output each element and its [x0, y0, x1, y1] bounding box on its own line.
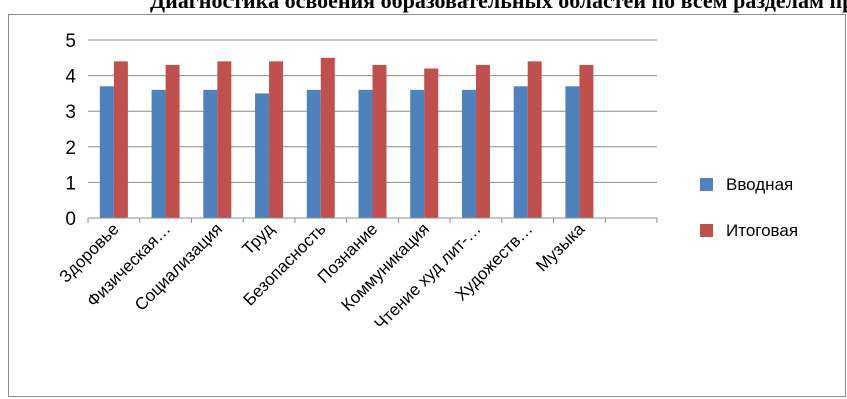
bar-itogovaya — [269, 61, 284, 218]
bar-itogovaya — [527, 61, 542, 218]
chart-title-fragment: Диагностика освоения образовательных обл… — [0, 0, 847, 14]
bar-vvodnaya — [203, 89, 218, 218]
y-tick-label: 4 — [65, 67, 76, 88]
bar-itogovaya — [475, 64, 490, 218]
bar-vvodnaya — [358, 89, 373, 218]
y-tick-label: 3 — [65, 102, 76, 123]
legend-label: Вводная — [726, 175, 793, 194]
y-axis-ticks: 0 1 2 3 4 5 — [65, 31, 76, 230]
chart-title-text: Диагностика освоения образовательных обл… — [150, 0, 847, 13]
legend: Вводная Итоговая — [700, 175, 798, 240]
category-label: Социализация — [131, 219, 226, 314]
legend-swatch — [700, 224, 713, 237]
bar-itogovaya — [372, 64, 387, 218]
bar-itogovaya — [424, 68, 439, 218]
bar-vvodnaya — [306, 89, 321, 218]
bar-vvodnaya — [255, 93, 270, 218]
bar-itogovaya — [165, 64, 180, 218]
bar-itogovaya — [579, 64, 594, 218]
y-tick-label: 2 — [65, 138, 76, 159]
bar-vvodnaya — [151, 89, 166, 218]
bar-vvodnaya — [461, 89, 476, 218]
bar-vvodnaya — [513, 86, 528, 218]
legend-label: Итоговая — [726, 221, 798, 240]
bar-itogovaya — [113, 61, 128, 218]
category-label: Коммуникация — [338, 219, 433, 314]
bars — [99, 57, 594, 218]
category-label: Музыка — [532, 219, 588, 275]
bar-vvodnaya — [565, 86, 580, 218]
bar-itogovaya — [217, 61, 232, 218]
category-label: Труд — [239, 219, 278, 258]
y-tick-label: 5 — [65, 31, 76, 52]
y-tick-label: 0 — [65, 209, 76, 230]
bar-vvodnaya — [410, 89, 425, 218]
bar-vvodnaya — [99, 86, 114, 218]
legend-swatch — [700, 178, 713, 191]
y-tick-label: 1 — [65, 173, 76, 194]
bar-itogovaya — [320, 57, 335, 218]
